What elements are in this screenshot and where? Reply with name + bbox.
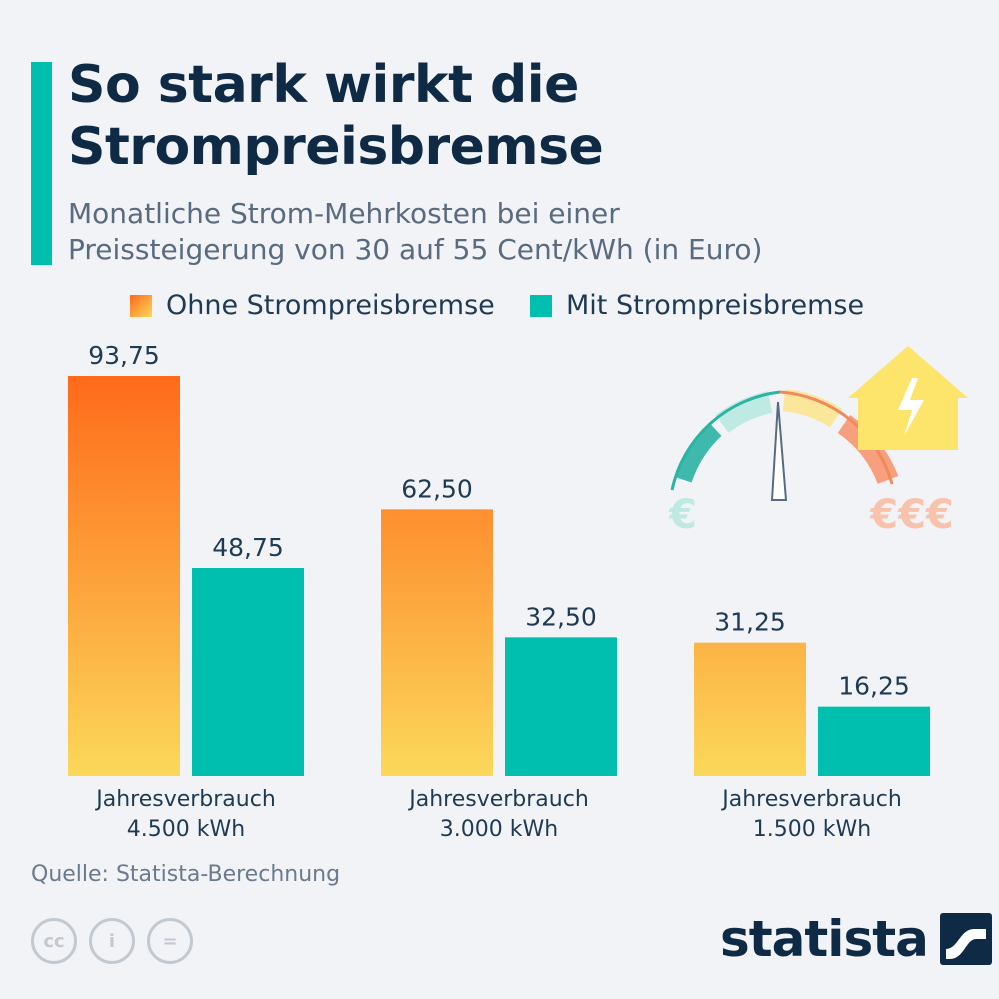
category-label-0-line-0: Jahresverbrauch [94, 787, 276, 812]
data-label-ohne-0: 93,75 [88, 341, 160, 370]
statista-logo[interactable]: statista [720, 910, 992, 968]
attribution-icon[interactable]: i [89, 918, 135, 964]
gauge-left-label: € [668, 492, 697, 538]
cc-license-icon[interactable]: cc [31, 918, 77, 964]
data-label-mit-1: 32,50 [525, 602, 597, 631]
chart-legend: Ohne Strompreisbremse Mit Strompreisbrem… [0, 290, 999, 326]
category-label-1-line-0: Jahresverbrauch [407, 787, 589, 812]
no-derivatives-icon[interactable]: = [147, 918, 193, 964]
source-note: Quelle: Statista-Berechnung [31, 862, 341, 887]
gauge-right-label: €€€ [869, 492, 954, 538]
data-label-mit-2: 16,25 [838, 672, 910, 701]
bar-mit-0 [192, 568, 304, 776]
house-lightning-icon [848, 346, 968, 450]
title-line-1: So stark wirkt die [68, 55, 579, 115]
legend-swatch-ohne [130, 294, 152, 317]
legend-swatch-mit [530, 294, 552, 317]
bar-ohne-2 [694, 642, 806, 776]
category-label-1-line-1: 3.000 kWh [440, 817, 558, 842]
subtitle-line-2: Preissteigerung von 30 auf 55 Cent/kWh (… [68, 233, 763, 266]
bar-group: 93,75 48,75 Jahresverbrauch 4.500 kWh 62,50 3… [68, 341, 930, 842]
category-label-2-line-1: 1.500 kWh [753, 817, 871, 842]
title-line-2: Strompreisbremse [68, 117, 604, 177]
category-label-2-line-0: Jahresverbrauch [720, 787, 902, 812]
bar-mit-1 [505, 637, 617, 776]
page-subtitle: Monatliche Strom-Mehrkosten bei einer Pr… [68, 196, 968, 268]
subtitle-line-1: Monatliche Strom-Mehrkosten bei einer [68, 197, 620, 230]
legend-label-mit: Mit Strompreisbremse [566, 290, 865, 321]
legend-item-mit: Mit Strompreisbremse [530, 290, 864, 321]
data-label-mit-0: 48,75 [212, 533, 284, 562]
title-accent-bar [31, 62, 52, 265]
legend-item-ohne: Ohne Strompreisbremse [130, 290, 495, 321]
data-label-ohne-2: 31,25 [714, 608, 786, 637]
license-icons: cc i = [31, 918, 193, 964]
brand-name: statista [720, 910, 929, 968]
page-title: So stark wirkt die Strompreisbremse [68, 54, 968, 178]
bar-ohne-0 [68, 376, 180, 776]
bar-ohne-1 [381, 509, 493, 776]
data-label-ohne-1: 62,50 [401, 474, 473, 503]
bar-mit-2 [818, 706, 930, 776]
category-label-0-line-1: 4.500 kWh [127, 817, 245, 842]
statista-mark-icon [939, 913, 992, 965]
legend-label-ohne: Ohne Strompreisbremse [166, 290, 495, 321]
